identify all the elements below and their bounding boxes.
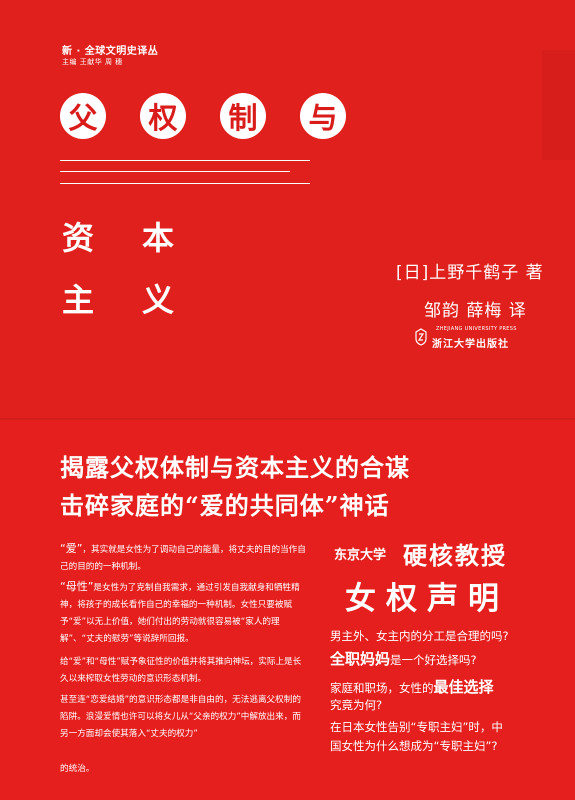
professor-label: 硬核教授 xyxy=(403,541,507,570)
paragraph-last-line: 的统治。 xyxy=(60,764,95,774)
question-line: 男主外、女主内的分工是合理的吗? xyxy=(330,629,509,643)
author-line: [日]上野千鹤子 著 xyxy=(396,263,544,283)
translator-line: 邹韵 薛梅 译 xyxy=(424,301,527,321)
title-char: 主 xyxy=(62,281,95,319)
band-paragraph: “爱”，其实就是女性为了调动自己的能量，将丈夫的目的当作自己的目的的一种机制。 xyxy=(60,540,308,576)
series-editors: 主编 王献华 周 穗 xyxy=(62,58,123,66)
university-label: 东京大学 xyxy=(334,548,387,563)
paragraph-text: 甚至连“恋爱结婚”的意识形态都是非自由的，无法逃离父权制的陷阱。浪漫爱情也许可以… xyxy=(60,695,301,739)
paragraph-text: ，其实就是女性为了调动自己的能量，将丈夫的目的当作自己的目的的一种机制。 xyxy=(60,545,306,572)
publisher-chinese: 浙江大学出版社 xyxy=(432,339,509,350)
title-char-circle: 权 xyxy=(140,93,186,139)
title-char: 本 xyxy=(142,219,175,257)
paragraph-keyword: “爱” xyxy=(60,542,83,555)
band-fold-line xyxy=(0,418,575,420)
question-line: 全职妈妈是一个好选择吗? xyxy=(330,648,477,669)
series-name: 新 · 全球文明史译丛 xyxy=(62,46,159,57)
question-emphasis: 最佳选择 xyxy=(433,678,494,696)
question-emphasis: 全职妈妈 xyxy=(330,650,391,668)
title-char-circle: 与 xyxy=(300,93,346,139)
band-paragraph: 甚至连“恋爱结婚”的意识形态都是非自由的，无法逃离父权制的陷阱。浪漫爱情也许可以… xyxy=(60,692,308,743)
band-headline: 揭露父权体制与资本主义的合谋 xyxy=(60,453,410,482)
publisher-logo-icon xyxy=(415,328,427,346)
title-char: 义 xyxy=(142,281,175,319)
band-paragraph: 给“爱”和“母性”赋予象征性的价值并将其推向神坛，实际上是长久以来榨取女性劳动的… xyxy=(60,654,308,688)
title-char: 资 xyxy=(62,219,95,257)
band-overlap-shadow xyxy=(542,50,575,160)
paragraph-text: 是女性为了克制自我需求，通过引发自我献身和牺牲精神，将孩子的成长看作自己的幸福的… xyxy=(60,583,300,644)
question-line: 究竟为何? xyxy=(330,698,383,712)
title-divider xyxy=(60,171,290,172)
title-divider xyxy=(60,183,310,184)
title-divider xyxy=(60,160,310,161)
title-char-circle: 制 xyxy=(220,93,266,139)
belly-band xyxy=(0,420,575,800)
publisher-english: ZHEJIANG UNIVERSITY PRESS xyxy=(436,326,517,332)
paragraph-keyword: “母性” xyxy=(60,580,94,593)
band-headline: 击碎家庭的“爱的共同体”神话 xyxy=(60,491,390,520)
question-text: 是一个好选择吗? xyxy=(390,653,477,667)
statement-label: 女权声明 xyxy=(345,581,509,617)
paragraph-text: 给“爱”和“母性”赋予象征性的价值并将其推向神坛，实际上是长久以来榨取女性劳动的… xyxy=(60,657,302,684)
question-line: 在日本女性告别“专职主妇”时，中 xyxy=(330,720,503,734)
band-paragraph: “母性”是女性为了克制自我需求，通过引发自我献身和牺牲精神，将孩子的成长看作自己… xyxy=(60,578,308,648)
question-line: 家庭和职场，女性的最佳选择 xyxy=(330,676,494,697)
question-text: 家庭和职场，女性的 xyxy=(330,681,434,695)
question-line: 国女性为什么想成为“专职主妇”? xyxy=(330,739,498,753)
cover-panel xyxy=(0,0,575,420)
title-char-circle: 父 xyxy=(60,93,106,139)
